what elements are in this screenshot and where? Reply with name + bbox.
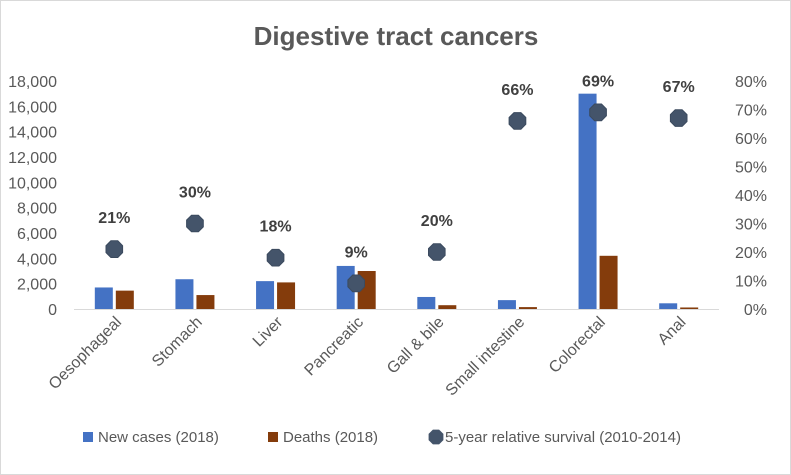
y-right-tick-label: 70% xyxy=(735,103,767,120)
new-cases-bar xyxy=(417,296,436,309)
survival-marker xyxy=(105,240,124,258)
y-right-tick-label: 10% xyxy=(735,274,767,291)
survival-data-label: 21% xyxy=(98,210,130,227)
deaths-bar xyxy=(599,255,618,309)
new-cases-bar xyxy=(497,300,516,309)
survival-data-label: 66% xyxy=(501,82,533,99)
survival-data-label: 20% xyxy=(421,213,453,230)
survival-marker xyxy=(266,248,285,267)
deaths-bar xyxy=(680,307,699,309)
y-right-tick-label: 60% xyxy=(735,131,767,148)
y-right-tick-label: 30% xyxy=(735,217,767,234)
y-left-tick-label: 14,000 xyxy=(8,125,57,142)
chart-title: Digestive tract cancers xyxy=(254,21,539,51)
new-cases-bar xyxy=(336,265,355,309)
new-cases-bar xyxy=(659,303,678,309)
bars xyxy=(94,93,699,310)
y-right-tick-label: 50% xyxy=(735,160,767,177)
survival-marker xyxy=(347,274,365,293)
new-cases-bar xyxy=(94,287,113,309)
deaths-bar xyxy=(438,305,457,309)
new-cases-bar xyxy=(175,279,194,309)
y-left-tick-label: 2,000 xyxy=(17,277,57,294)
y-right-tick-label: 40% xyxy=(735,188,767,205)
y-left-tick-label: 18,000 xyxy=(8,74,57,91)
deaths-bar xyxy=(196,295,215,309)
deaths-bar xyxy=(277,282,296,309)
y-left-tick-label: 0 xyxy=(48,302,57,319)
y-right-tick-label: 80% xyxy=(735,74,767,91)
survival-marker xyxy=(428,243,446,261)
survival-marker xyxy=(186,214,204,233)
y-left-tick-label: 10,000 xyxy=(8,175,57,192)
legend-survival-swatch xyxy=(428,429,444,445)
survival-marker xyxy=(508,112,527,130)
y-left-tick-label: 6,000 xyxy=(17,226,57,243)
survival-data-label: 67% xyxy=(663,79,695,96)
new-cases-bar xyxy=(578,93,597,310)
x-category-label: Small intestine xyxy=(443,314,529,400)
deaths-bar xyxy=(115,290,134,309)
x-category-label: Stomach xyxy=(149,314,206,371)
legend: New cases (2018) Deaths (2018) 5-year rela… xyxy=(83,429,681,446)
x-category-label: Anal xyxy=(655,314,690,349)
legend-new-cases-label: New cases (2018) xyxy=(98,429,219,446)
survival-marker xyxy=(589,103,607,122)
y-left-tick-label: 4,000 xyxy=(17,251,57,268)
y-left-tick-label: 12,000 xyxy=(8,150,57,167)
survival-data-label: 30% xyxy=(179,185,211,202)
deaths-bar xyxy=(518,307,537,309)
survival-marker xyxy=(669,109,688,127)
survival-data-label: 18% xyxy=(260,219,292,236)
axes: 0 2,000 4,000 6,000 8,000 10,000 12,000 14,000 1… xyxy=(8,74,767,399)
x-category-label: Oesophageal xyxy=(46,314,125,393)
legend-deaths-label: Deaths (2018) xyxy=(283,429,378,446)
x-category-label: Gall & bile xyxy=(384,314,448,378)
legend-new-cases-swatch xyxy=(83,432,93,442)
survival-points: 21% 30% 18% 9% 20% 66% 69% 67% xyxy=(98,73,695,293)
survival-data-label: 69% xyxy=(582,73,614,90)
y-right-tick-label: 20% xyxy=(735,245,767,262)
x-category-label: Pancreatic xyxy=(302,314,367,379)
survival-data-label: 9% xyxy=(345,244,368,261)
new-cases-bar xyxy=(256,281,275,309)
x-category-label: Liver xyxy=(250,313,287,350)
legend-deaths-swatch xyxy=(268,432,278,442)
y-left-tick-label: 16,000 xyxy=(8,99,57,116)
legend-survival-label: 5-year relative survival (2010-2014) xyxy=(445,429,681,446)
y-right-tick-label: 0% xyxy=(744,302,767,319)
y-left-tick-label: 8,000 xyxy=(17,201,57,218)
x-category-label: Colorectal xyxy=(546,314,609,377)
